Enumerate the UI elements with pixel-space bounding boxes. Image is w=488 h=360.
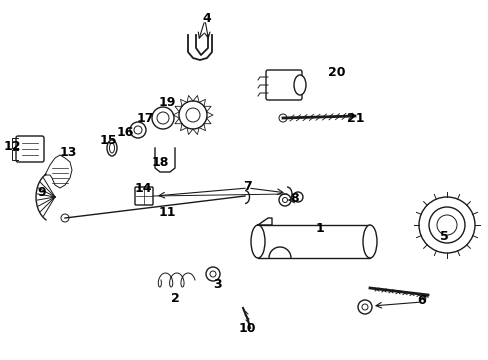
Text: 13: 13 — [59, 145, 77, 158]
Text: 9: 9 — [38, 186, 46, 199]
Text: 6: 6 — [417, 293, 426, 306]
Bar — [258, 225, 369, 258]
Text: 2: 2 — [170, 292, 179, 305]
Circle shape — [209, 271, 216, 277]
Text: 11: 11 — [158, 206, 175, 219]
Circle shape — [205, 267, 220, 281]
Text: 14: 14 — [134, 181, 151, 194]
Ellipse shape — [362, 225, 376, 258]
Text: 21: 21 — [346, 112, 364, 125]
Text: 20: 20 — [327, 66, 345, 78]
Circle shape — [436, 215, 456, 235]
Text: 10: 10 — [238, 321, 255, 334]
Circle shape — [61, 214, 69, 222]
Circle shape — [279, 114, 286, 122]
Text: 5: 5 — [439, 230, 447, 243]
Circle shape — [134, 126, 142, 134]
Circle shape — [279, 194, 290, 206]
Circle shape — [282, 198, 287, 202]
Text: 3: 3 — [213, 278, 222, 291]
Circle shape — [418, 197, 474, 253]
Circle shape — [152, 107, 174, 129]
Ellipse shape — [250, 225, 264, 258]
Text: 7: 7 — [243, 180, 252, 193]
FancyBboxPatch shape — [16, 136, 44, 162]
Text: 17: 17 — [136, 112, 153, 125]
Circle shape — [361, 304, 367, 310]
Text: 4: 4 — [202, 12, 211, 24]
Circle shape — [292, 192, 303, 202]
FancyBboxPatch shape — [265, 70, 302, 100]
Circle shape — [357, 300, 371, 314]
Circle shape — [157, 112, 169, 124]
Circle shape — [130, 122, 146, 138]
Ellipse shape — [293, 75, 305, 95]
Text: 16: 16 — [116, 126, 133, 139]
Ellipse shape — [109, 143, 114, 153]
FancyBboxPatch shape — [135, 187, 153, 205]
Ellipse shape — [107, 140, 117, 156]
Circle shape — [428, 207, 464, 243]
Text: 1: 1 — [315, 221, 324, 234]
Text: 15: 15 — [99, 134, 117, 147]
Text: 18: 18 — [151, 156, 168, 168]
Text: 12: 12 — [3, 140, 20, 153]
Text: 19: 19 — [158, 95, 175, 108]
Circle shape — [185, 108, 200, 122]
Circle shape — [179, 101, 206, 129]
Text: 8: 8 — [290, 192, 299, 204]
